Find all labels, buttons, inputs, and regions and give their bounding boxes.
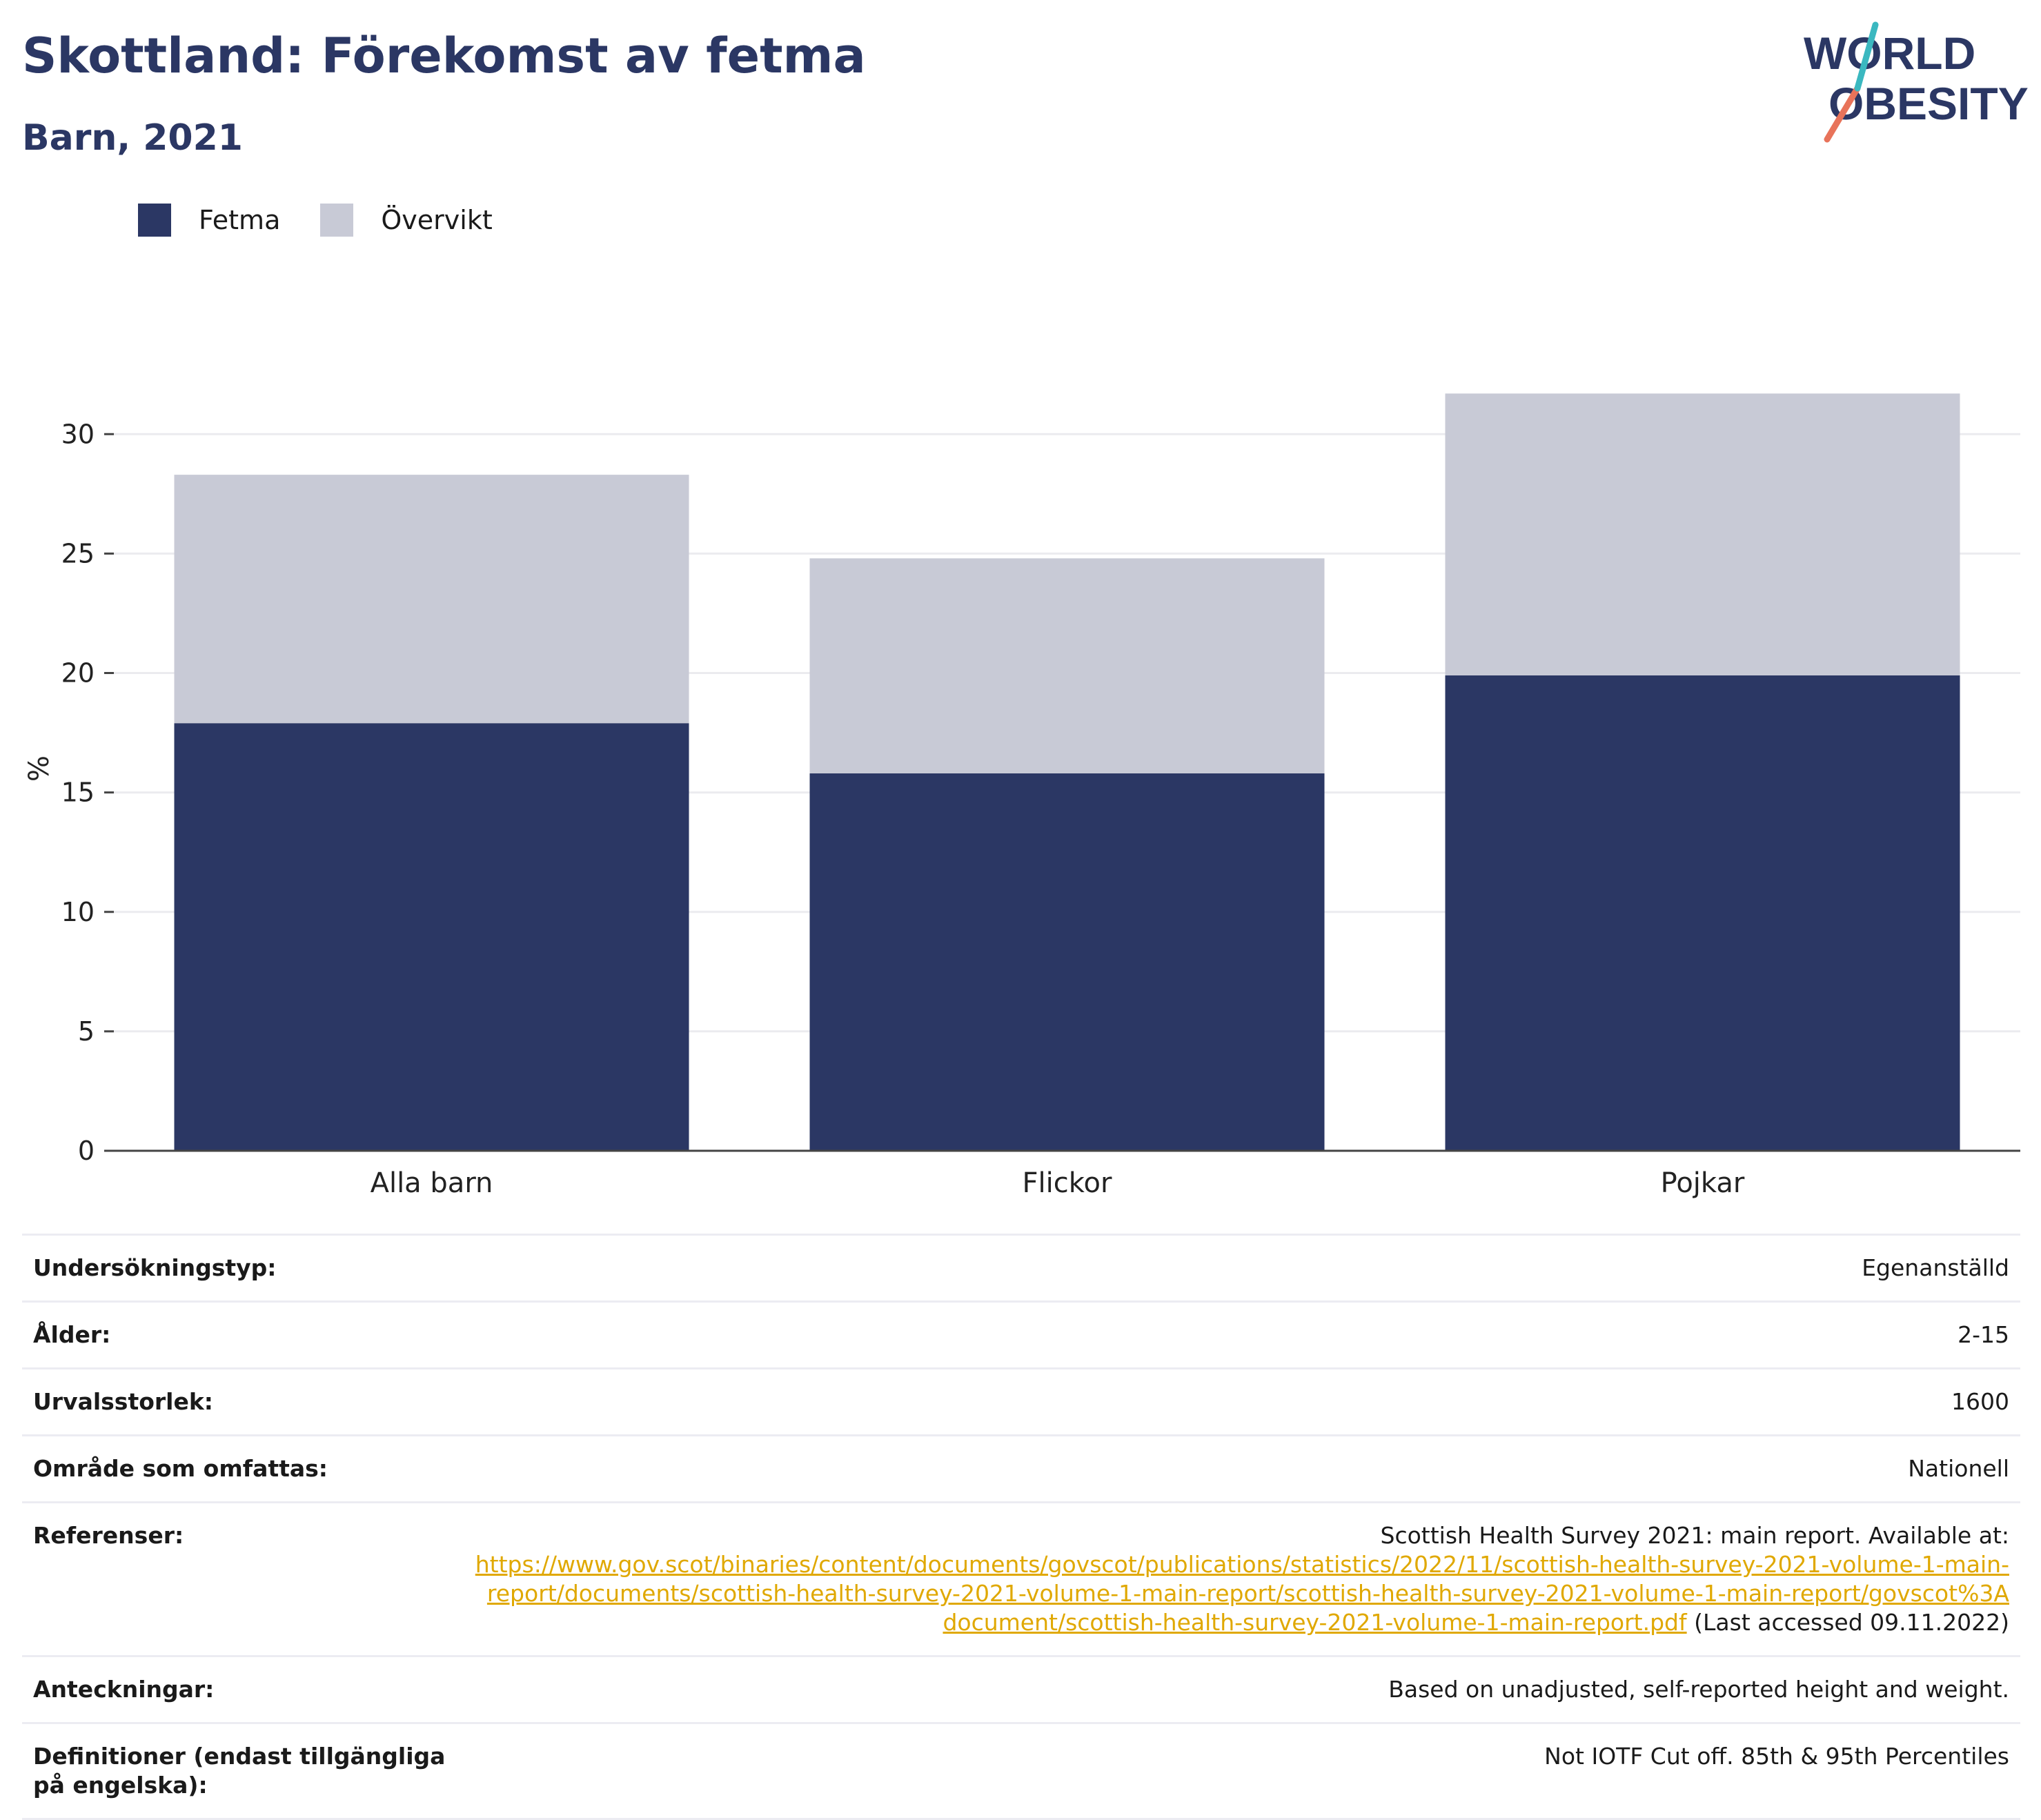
meta-value: Egenanställd xyxy=(1862,1254,2009,1281)
bar-chart: 0 5 10 15 20 25 30% Alla barn Flickor Pojkar xyxy=(23,393,2020,1199)
x-tick-label: Alla barn xyxy=(371,1167,493,1199)
meta-row-references: Referenser: Scottish Health Survey 2021:… xyxy=(22,1503,2020,1657)
meta-key: Område som omfattas: xyxy=(33,1455,328,1482)
meta-key: Definitioner (endast tillgängliga på eng… xyxy=(33,1743,446,1799)
y-tick-label: 20 xyxy=(61,658,95,689)
meta-key: Referenser: xyxy=(33,1522,184,1549)
meta-value: Based on unadjusted, self-reported heigh… xyxy=(1388,1676,2009,1703)
bar-fetma-1 xyxy=(174,723,689,1151)
meta-value: Scottish Health Survey 2021: main report… xyxy=(475,1521,2009,1637)
y-tick-label: 15 xyxy=(61,778,95,808)
legend-label-overvikt: Övervikt xyxy=(381,205,493,235)
bar-overvikt-1 xyxy=(174,475,689,724)
page-subtitle: Barn, 2021 xyxy=(22,117,243,159)
legend-item-fetma[interactable]: Fetma xyxy=(138,204,280,237)
meta-value: 1600 xyxy=(1951,1388,2009,1415)
meta-row-sample-size: Urvalsstorlek: 1600 xyxy=(22,1369,2020,1436)
legend-label-fetma: Fetma xyxy=(199,205,281,235)
meta-key: Undersökningstyp: xyxy=(33,1254,277,1281)
reference-text: Scottish Health Survey 2021: main report… xyxy=(1380,1522,2010,1549)
meta-value: 2-15 xyxy=(1958,1321,2009,1348)
logo-line1: WORLD xyxy=(1804,28,1975,79)
y-tick-label: 10 xyxy=(61,897,95,927)
meta-key: Anteckningar: xyxy=(33,1676,215,1703)
bar-fetma-3 xyxy=(1445,675,1960,1151)
reference-link[interactable]: https://www.gov.scot/binaries/content/do… xyxy=(475,1551,2009,1636)
meta-key: Ålder: xyxy=(33,1321,111,1348)
metadata-table: Undersökningstyp: Egenanställd Ålder: 2-… xyxy=(22,1234,2020,1820)
y-tick-label: 0 xyxy=(78,1136,95,1166)
meta-value: Nationell xyxy=(1908,1455,2009,1482)
bar-overvikt-3 xyxy=(1445,393,1960,675)
y-tick-label: 5 xyxy=(78,1016,95,1047)
meta-row-definitions: Definitioner (endast tillgängliga på eng… xyxy=(22,1724,2020,1820)
page-title: Skottland: Förekomst av fetma xyxy=(22,28,866,84)
meta-key: Urvalsstorlek: xyxy=(33,1388,214,1415)
world-obesity-logo: WORLD OBESITY xyxy=(1794,19,2029,144)
y-tick-label: 30 xyxy=(61,419,95,449)
logo-line2: OBESITY xyxy=(1828,78,2029,129)
legend-item-overvikt[interactable]: Övervikt xyxy=(320,204,493,237)
chart-legend: Fetma Övervikt xyxy=(138,204,533,237)
y-axis-label: % xyxy=(23,755,55,782)
reference-accessed: (Last accessed 09.11.2022) xyxy=(1694,1609,2009,1636)
meta-row-notes: Anteckningar: Based on unadjusted, self-… xyxy=(22,1657,2020,1724)
x-tick-label: Pojkar xyxy=(1661,1167,1745,1199)
meta-value: Not IOTF Cut off. 85th & 95th Percentile… xyxy=(1544,1743,2009,1770)
bar-overvikt-2 xyxy=(809,558,1325,773)
meta-row-survey-type: Undersökningstyp: Egenanställd xyxy=(22,1236,2020,1303)
bar-fetma-2 xyxy=(809,773,1325,1151)
y-tick-label: 25 xyxy=(61,538,95,568)
x-tick-label: Flickor xyxy=(1023,1167,1112,1199)
meta-row-area: Område som omfattas: Nationell xyxy=(22,1436,2020,1503)
meta-row-age: Ålder: 2-15 xyxy=(22,1303,2020,1369)
legend-swatch-fetma xyxy=(138,204,171,237)
legend-swatch-overvikt xyxy=(320,204,354,237)
